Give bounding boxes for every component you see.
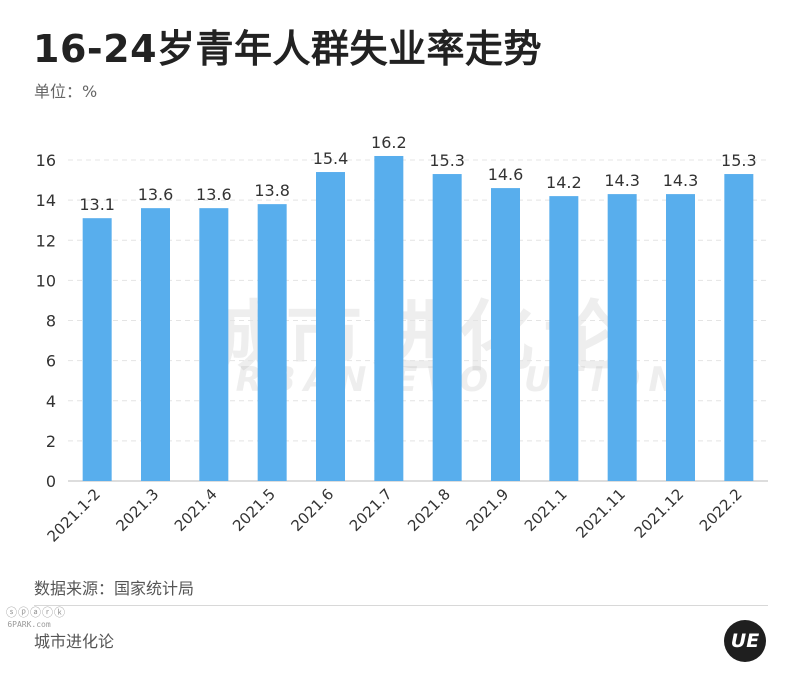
x-tick-label: 2021.3 — [112, 485, 162, 535]
data-label: 14.3 — [604, 171, 640, 190]
y-tick-label: 6 — [46, 352, 56, 371]
data-source: 数据来源：国家统计局 — [34, 579, 195, 598]
x-tick-label: 2021.4 — [171, 485, 221, 535]
chart-title: 16-24岁青年人群失业率走势 — [33, 27, 543, 71]
data-label: 14.6 — [488, 165, 524, 184]
footer-divider — [34, 605, 768, 606]
y-tick-label: 0 — [46, 472, 56, 491]
y-tick-label: 12 — [36, 231, 56, 250]
bar — [257, 204, 287, 481]
x-tick-label: 2021.11 — [572, 485, 629, 542]
x-tick-label: 2021.12 — [631, 485, 688, 542]
y-tick-label: 8 — [46, 312, 56, 331]
bar — [666, 194, 695, 481]
x-tick-label: 2021.1 — [521, 485, 571, 535]
y-tick-label: 2 — [46, 432, 56, 451]
brand-name: 城市进化论 — [34, 632, 115, 651]
x-tick-label: 2021.5 — [229, 485, 279, 535]
x-tick-label: 2021.6 — [287, 485, 337, 535]
bar-chart: 0 2 4 6 8 10 12 14 16 13.1 2021.1-2 13.6 2021.3 13.6 2… — [36, 133, 768, 546]
bar — [141, 208, 170, 481]
bar — [199, 208, 229, 481]
bar — [316, 172, 345, 481]
data-label: 13.6 — [138, 185, 174, 204]
data-label: 13.1 — [79, 195, 115, 214]
data-label: 15.4 — [313, 149, 349, 168]
y-tick-label: 14 — [36, 191, 56, 210]
y-tick-label: 10 — [36, 271, 56, 290]
bar — [82, 218, 112, 481]
x-tick-label: 2021.9 — [462, 485, 512, 535]
x-tick-label: 2021.7 — [346, 485, 396, 535]
unit-label: 单位：% — [34, 82, 98, 101]
x-tick-label: 2021.1-2 — [44, 485, 104, 545]
y-tick-label: 4 — [46, 392, 56, 411]
data-label: 13.6 — [196, 185, 232, 204]
bar — [607, 194, 637, 481]
bar — [374, 155, 404, 482]
data-label: 15.3 — [429, 151, 465, 170]
data-label: 13.8 — [254, 181, 290, 200]
site-watermark-cn: ⓢⓟⓐⓡⓚ — [6, 606, 66, 619]
bar — [491, 188, 520, 481]
data-label: 15.3 — [721, 151, 757, 170]
y-tick-label: 16 — [36, 151, 56, 170]
data-label: 14.3 — [663, 171, 699, 190]
bar — [432, 174, 462, 481]
brand-logo: UE — [724, 620, 766, 662]
data-label: 14.2 — [546, 173, 582, 192]
bar — [549, 196, 579, 482]
site-watermark: ⓢⓟⓐⓡⓚ 6PARK.com — [6, 604, 66, 629]
site-watermark-en: 6PARK.com — [7, 620, 51, 629]
data-label: 16.2 — [371, 133, 407, 152]
bar — [724, 174, 754, 481]
x-tick-label: 2021.8 — [404, 485, 454, 535]
x-tick-label: 2022.2 — [696, 485, 746, 535]
